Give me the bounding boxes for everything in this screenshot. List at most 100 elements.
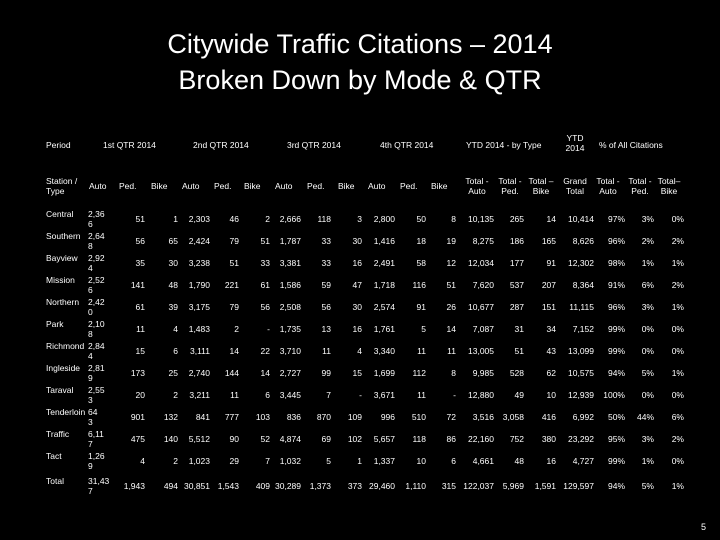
cell-q4-bike: 51 [446,280,456,290]
header-period: Period [46,140,71,150]
cell-q4-ped: 11 [417,346,426,356]
cell-q2-auto: 1,023 [188,456,210,466]
header-ytd-total-ped: Total - Ped. [498,176,522,196]
cell-q2-bike: 6 [265,390,270,400]
cell-q1-auto: 64 3 [88,407,98,427]
cell-q3-bike: 30 [352,236,362,246]
cell-ytd-ped: 31 [514,324,524,334]
row-station-label: Park [46,319,64,329]
cell-q4-ped: 510 [411,412,426,422]
cell-q2-ped: 14 [229,346,239,356]
cell-ytd-ped: 48 [514,456,524,466]
cell-q2-auto: 1,790 [188,280,210,290]
cell-q1-auto: 2,81 9 [88,363,105,383]
cell-q3-ped: 59 [321,280,331,290]
cell-q2-auto: 3,211 [189,390,210,400]
header-pct-ped: Total - Ped. [628,176,652,196]
header-station-type: Station / Type [46,176,78,196]
cell-ytd-bike: 151 [541,302,556,312]
cell-q4-ped: 11 [417,390,426,400]
cell-q1-bike: 2 [173,456,178,466]
cell-q1-bike: 65 [168,236,178,246]
cell-q4-ped: 58 [416,258,426,268]
cell-q3-bike: 109 [347,412,362,422]
cell-q4-auto: 2,800 [373,214,395,224]
header-q2-bike: Bike [244,181,261,191]
cell-ytd-ped: 49 [514,390,524,400]
cell-pct-bike: 0% [671,456,684,466]
cell-pct-bike: 0% [671,390,684,400]
cell-grand-total: 13,099 [568,346,594,356]
cell-q4-auto: 3,340 [373,346,395,356]
cell-pct-bike: 2% [671,434,684,444]
cell-pct-ped: 5% [641,368,654,378]
cell-q2-bike: 14 [260,368,270,378]
cell-q3-ped: 118 [317,214,331,224]
slide-title-line-1: Citywide Traffic Citations – 2014 [167,29,553,59]
cell-q3-ped: 11 [322,346,331,356]
cell-q2-auto: 2,303 [188,214,210,224]
cell-ytd-ped: 537 [509,280,524,290]
cell-q2-bike: 409 [255,481,270,491]
cell-q1-bike: 494 [163,481,178,491]
cell-q1-bike: 4 [173,324,178,334]
header-q3-ped: Ped. [307,181,325,191]
cell-q2-auto: 30,851 [184,481,210,491]
cell-pct-bike: 0% [671,346,684,356]
cell-q4-bike: 19 [446,236,456,246]
row-station-label: Central [46,209,74,219]
cell-ytd-ped: 51 [514,346,524,356]
slide-title-line-2: Broken Down by Mode & QTR [178,65,542,95]
cell-q4-bike: 12 [446,258,456,268]
cell-grand-total: 10,414 [568,214,594,224]
cell-q1-auto: 1,26 9 [88,451,105,471]
cell-q2-ped: 46 [229,214,239,224]
cell-q4-bike: 11 [447,346,456,356]
row-station-label: Northern [46,297,80,307]
cell-q3-auto: 1,586 [279,280,301,290]
cell-q2-bike: 51 [260,236,270,246]
cell-q2-ped: 144 [224,368,239,378]
cell-ytd-auto: 22,160 [468,434,494,444]
cell-ytd-bike: 16 [546,456,556,466]
row-station-label: Traffic [46,429,70,439]
cell-ytd-ped: 752 [509,434,524,444]
cell-q2-ped: 221 [224,280,239,290]
cell-q4-auto: 2,574 [373,302,395,312]
cell-pct-bike: 2% [671,236,684,246]
cell-ytd-auto: 12,034 [468,258,494,268]
cell-q2-auto: 841 [195,412,210,422]
cell-ytd-ped: 177 [509,258,524,268]
cell-grand-total: 23,292 [568,434,594,444]
cell-grand-total: 12,939 [568,390,594,400]
cell-q1-bike: 140 [163,434,178,444]
cell-pct-auto: 94% [607,368,625,378]
cell-q2-ped: 2 [234,324,239,334]
cell-q4-bike: - [453,390,456,400]
cell-q1-bike: 25 [168,368,178,378]
cell-q2-auto: 3,111 [189,346,210,356]
row-station-label: Southern [46,231,81,241]
cell-q3-ped: 5 [326,456,331,466]
cell-grand-total: 8,626 [572,236,594,246]
cell-grand-total: 6,992 [572,412,594,422]
cell-q4-ped: 91 [416,302,426,312]
cell-q4-ped: 112 [412,368,426,378]
cell-ytd-ped: 528 [509,368,524,378]
header-q3-auto: Auto [275,181,293,191]
cell-pct-bike: 0% [671,214,684,224]
page-number: 5 [700,522,706,532]
row-station-label: Taraval [46,385,74,395]
cell-q2-ped: 90 [229,434,239,444]
cell-q4-ped: 10 [416,456,426,466]
cell-q1-bike: 39 [168,302,178,312]
cell-q3-auto: 1,735 [279,324,301,334]
cell-q1-auto: 2,10 8 [88,319,105,339]
cell-q1-ped: 1,943 [123,481,145,491]
cell-pct-auto: 99% [607,346,625,356]
cell-pct-auto: 100% [603,390,625,400]
cell-q3-auto: 30,289 [275,481,301,491]
cell-q3-bike: 373 [347,481,362,491]
cell-pct-ped: 3% [641,434,654,444]
header-q4-ped: Ped. [400,181,418,191]
